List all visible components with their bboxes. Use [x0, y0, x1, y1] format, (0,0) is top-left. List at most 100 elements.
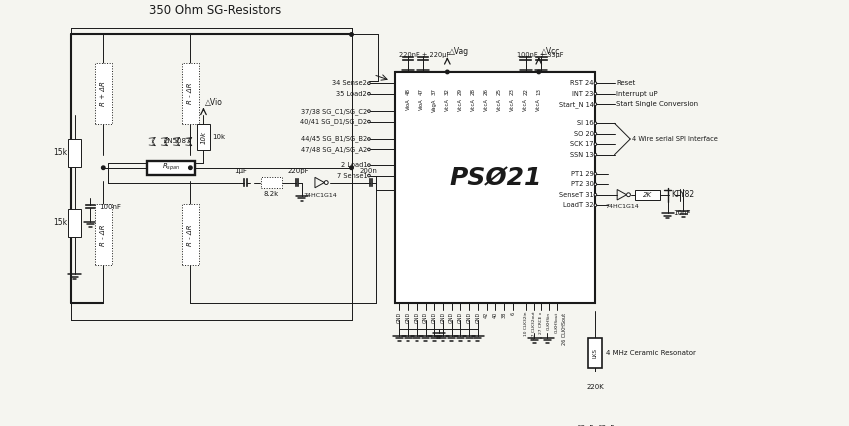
Bar [69, 209, 81, 236]
Text: R - ΔR: R - ΔR [188, 83, 194, 104]
Circle shape [594, 183, 597, 186]
Text: SSN 13: SSN 13 [571, 152, 593, 158]
Text: INT 23: INT 23 [572, 91, 593, 97]
Circle shape [102, 166, 105, 170]
Circle shape [324, 181, 329, 184]
Circle shape [368, 164, 370, 167]
Text: GND: GND [467, 311, 471, 323]
Text: LoadT 32: LoadT 32 [563, 202, 593, 208]
Circle shape [594, 143, 597, 146]
Text: 29: 29 [458, 88, 463, 95]
Text: CLKHSout: CLKHSout [555, 311, 559, 333]
Text: VccA: VccA [497, 98, 502, 111]
Text: GND: GND [449, 311, 454, 323]
Text: 220pF: 220pF [288, 168, 309, 174]
Text: 26: 26 [484, 88, 489, 95]
Text: GND: GND [414, 311, 419, 323]
Bar [182, 204, 200, 265]
Bar [147, 161, 195, 175]
Text: 10 CLK32in: 10 CLK32in [524, 311, 528, 336]
Text: GND: GND [397, 311, 402, 323]
Bar [69, 139, 81, 167]
Text: 4 MHz Ceramic Resonator: 4 MHz Ceramic Resonator [606, 350, 695, 356]
Text: 40/41 SG_D1/SG_D2: 40/41 SG_D1/SG_D2 [300, 118, 368, 125]
Circle shape [594, 173, 597, 175]
Text: 200n: 200n [360, 168, 378, 174]
Text: Interrupt uP: Interrupt uP [616, 91, 658, 97]
Text: SCK 17: SCK 17 [571, 141, 593, 147]
Text: 6: 6 [510, 311, 515, 314]
Circle shape [368, 138, 370, 140]
Circle shape [368, 120, 370, 123]
Text: 37: 37 [432, 88, 436, 95]
Text: 74HC1G14: 74HC1G14 [303, 193, 337, 198]
Text: GND: GND [458, 311, 463, 323]
Text: 22: 22 [523, 88, 528, 95]
Circle shape [594, 103, 597, 106]
Text: R - ΔR: R - ΔR [100, 224, 106, 245]
Text: 15k: 15k [53, 218, 68, 227]
Text: RST 24: RST 24 [571, 80, 593, 86]
Text: 10k: 10k [200, 131, 206, 144]
Text: PT2 30: PT2 30 [571, 181, 593, 187]
Text: 68pF: 68pF [597, 425, 615, 426]
Text: CLKHSin: CLKHSin [548, 311, 551, 330]
Text: 2K: 2K [643, 192, 652, 198]
Text: 1μF: 1μF [234, 168, 247, 174]
Bar [395, 72, 595, 303]
Text: $R_{span}$: $R_{span}$ [162, 162, 180, 173]
Circle shape [188, 166, 192, 170]
Text: 35 Load2: 35 Load2 [336, 91, 368, 97]
Circle shape [368, 92, 370, 95]
Text: VioA: VioA [419, 98, 424, 110]
Text: PSØ21: PSØ21 [449, 167, 542, 190]
Circle shape [368, 110, 370, 112]
Text: GND: GND [441, 311, 446, 323]
Text: VccA: VccA [510, 98, 515, 111]
Text: 27 CRCE x: 27 CRCE x [539, 311, 543, 334]
Text: 25: 25 [497, 88, 502, 95]
Text: 8.2k: 8.2k [264, 191, 279, 197]
Text: Reset: Reset [616, 80, 636, 86]
Text: 47: 47 [419, 88, 424, 95]
Text: LKS: LKS [593, 348, 598, 358]
Text: 32: 32 [445, 88, 450, 95]
Text: 100nF + 33μF: 100nF + 33μF [517, 52, 564, 58]
Text: Start Single Conversion: Start Single Conversion [616, 101, 699, 107]
Circle shape [368, 82, 370, 85]
Text: 42: 42 [484, 311, 489, 318]
Text: VccA: VccA [471, 98, 476, 111]
Text: 350 Ohm SG-Resistors: 350 Ohm SG-Resistors [149, 4, 282, 17]
Text: VioA: VioA [406, 98, 411, 110]
Text: 23: 23 [510, 88, 515, 95]
Text: SenseT 31: SenseT 31 [559, 192, 593, 198]
Text: 10nF: 10nF [673, 210, 690, 216]
Circle shape [594, 92, 597, 95]
Text: 37/38 SG_C1/SG_C2: 37/38 SG_C1/SG_C2 [301, 108, 368, 115]
Text: R - ΔR: R - ΔR [188, 224, 194, 245]
Text: 220K: 220K [587, 384, 604, 390]
Text: 2 Load1: 2 Load1 [340, 162, 368, 168]
Bar [588, 337, 602, 368]
Text: 7 Sense1: 7 Sense1 [336, 173, 368, 178]
Text: GND: GND [432, 311, 436, 323]
Circle shape [594, 122, 597, 125]
Text: GND: GND [475, 311, 481, 323]
Text: △Vcc: △Vcc [541, 47, 559, 56]
Text: 15k: 15k [53, 148, 68, 158]
Bar [587, 377, 604, 397]
Text: VagA: VagA [432, 98, 436, 112]
Circle shape [594, 82, 597, 85]
Circle shape [350, 166, 353, 170]
Text: 27 CLK32out: 27 CLK32out [531, 311, 536, 339]
Bar [261, 177, 282, 188]
Text: 28: 28 [471, 88, 476, 95]
Text: VccA: VccA [484, 98, 489, 111]
Bar [182, 63, 200, 124]
Text: 100nF: 100nF [99, 204, 121, 210]
Text: SO 20: SO 20 [574, 131, 593, 137]
Text: 38: 38 [502, 311, 507, 318]
Text: VccA: VccA [445, 98, 450, 111]
Circle shape [350, 33, 353, 36]
Text: 2N5087: 2N5087 [164, 138, 191, 144]
